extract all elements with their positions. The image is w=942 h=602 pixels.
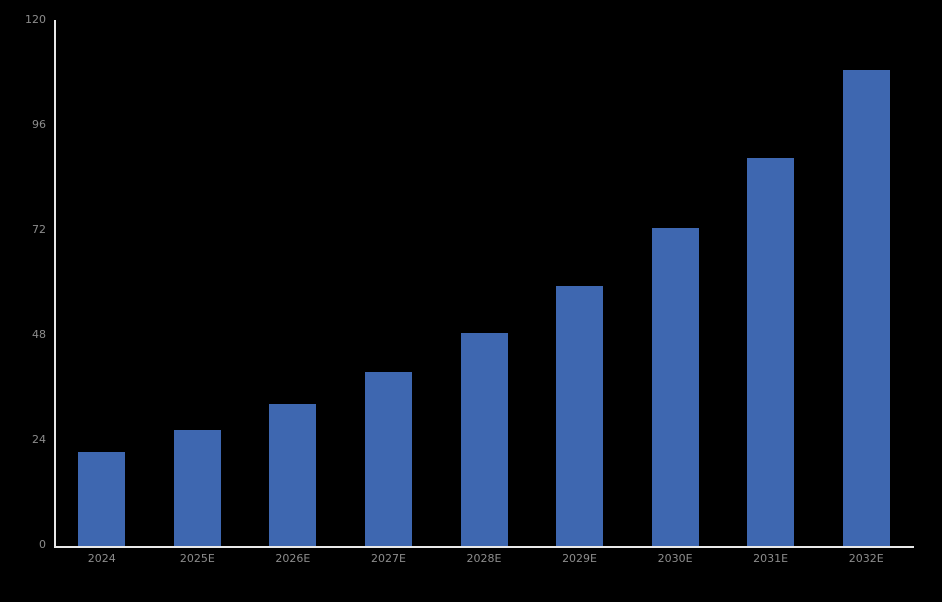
bar xyxy=(651,227,699,546)
y-axis-tick-label: 72 xyxy=(32,223,46,236)
y-axis-tick-label: 96 xyxy=(32,118,46,131)
x-axis-tick-label: 2027E xyxy=(370,552,406,565)
x-axis-tick-label: 2031E xyxy=(753,552,789,565)
bar xyxy=(842,70,890,546)
x-axis-tick-label: 2024 xyxy=(87,552,116,565)
y-axis-tick-label: 24 xyxy=(32,433,46,446)
bar xyxy=(78,451,126,546)
x-axis-tick-label: 2026E xyxy=(275,552,311,565)
bar xyxy=(556,286,604,546)
bar xyxy=(364,371,412,546)
y-axis-tick-label: 120 xyxy=(25,13,46,26)
x-axis-line xyxy=(54,546,914,548)
bar xyxy=(173,429,221,546)
bar xyxy=(747,157,795,546)
x-axis-tick-label: 2025E xyxy=(179,552,215,565)
y-axis-line xyxy=(54,20,56,548)
x-axis-tick-label: 2030E xyxy=(657,552,693,565)
bar xyxy=(460,333,508,546)
x-axis-tick-label: 2028E xyxy=(466,552,502,565)
x-axis-tick-label: 2032E xyxy=(848,552,884,565)
x-axis-tick-label: 2029E xyxy=(562,552,598,565)
y-axis-tick-label: 0 xyxy=(39,538,46,551)
bar xyxy=(269,404,317,546)
y-axis-tick-label: 48 xyxy=(32,328,46,341)
